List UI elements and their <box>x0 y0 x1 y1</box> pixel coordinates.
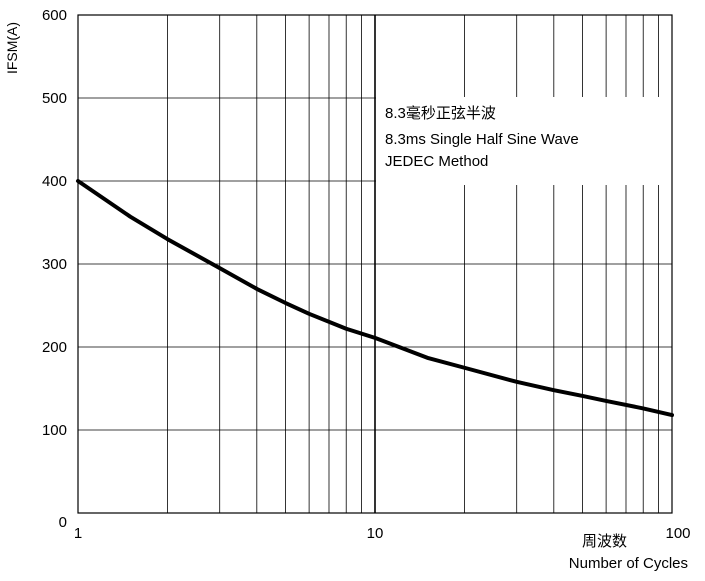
tick-labels: 0 100 200 300 400 500 600 1 10 100 <box>42 7 691 542</box>
annotation-box <box>376 97 672 185</box>
annotation-line-1: 8.3毫秒正弦半波 <box>385 104 496 122</box>
y-tick-label: 100 <box>42 422 67 439</box>
annotation-background <box>376 97 672 185</box>
series-line <box>76 179 674 418</box>
annotation-text: 8.3毫秒正弦半波 8.3ms Single Half Sine Wave JE… <box>385 104 579 170</box>
x-tick-label: 1 <box>74 525 82 542</box>
plot-frame <box>77 14 673 514</box>
y-tick-label: 500 <box>42 90 67 107</box>
x-axis-label: Number of Cycles <box>569 555 688 572</box>
y-tick-label: 300 <box>42 256 67 273</box>
x-tick-label: 100 <box>665 525 690 542</box>
annotation-line-3: JEDEC Method <box>385 153 488 170</box>
series-layer <box>76 179 674 418</box>
y-axis-label: IFSM(A) <box>4 22 20 74</box>
annotation-line-2: 8.3ms Single Half Sine Wave <box>385 131 579 148</box>
y-tick-label: 0 <box>59 514 67 531</box>
y-tick-label: 600 <box>42 7 67 24</box>
x-tick-label: 10 <box>367 525 384 542</box>
plot-border <box>77 14 673 514</box>
x-axis-label-cn: 周波数 <box>582 533 627 550</box>
grid-layer <box>78 15 672 513</box>
axis-labels: IFSM(A) 周波数 Number of Cycles <box>4 22 688 572</box>
y-tick-label: 400 <box>42 173 67 190</box>
y-tick-label: 200 <box>42 339 67 356</box>
